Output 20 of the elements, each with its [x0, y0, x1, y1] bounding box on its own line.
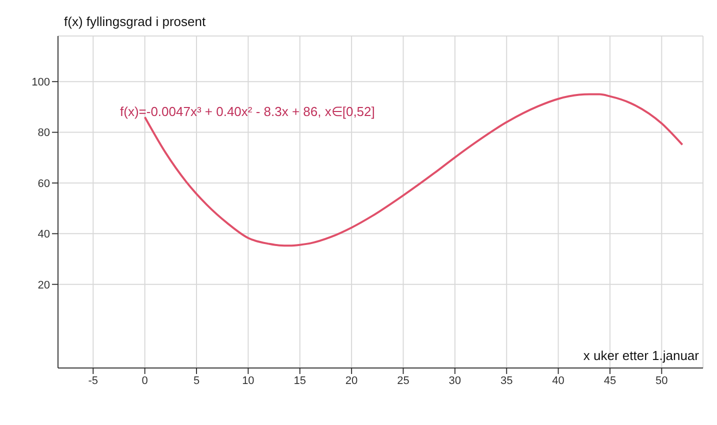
- x-tick-label: 40: [552, 374, 564, 387]
- x-tick-label: 25: [397, 374, 410, 387]
- x-tick-label: -5: [88, 374, 98, 387]
- x-axis-title: x uker etter 1.januar: [583, 348, 699, 363]
- x-tick-label: 20: [345, 374, 358, 387]
- x-tick-label: 5: [193, 374, 200, 387]
- y-tick-label: 100: [32, 76, 50, 89]
- x-tick-label: 45: [604, 374, 616, 387]
- x-tick-label: 50: [656, 374, 668, 387]
- y-tick-label: 60: [38, 178, 50, 190]
- x-tick-label: 15: [294, 374, 306, 387]
- x-tick-label: 35: [500, 374, 513, 387]
- x-tick-label: 10: [242, 374, 254, 387]
- y-axis-title: f(x) fyllingsgrad i prosent: [64, 14, 206, 29]
- x-tick-label: 30: [448, 374, 462, 387]
- annotation: f(x)=-0.0047x³ + 0.40x² - 8.3x + 86, x∈[0,52]: [120, 104, 375, 119]
- y-tick-label: 80: [38, 127, 50, 140]
- x-tick-label: 0: [142, 374, 148, 387]
- y-tick-label: 20: [38, 279, 50, 292]
- y-tick-label: 40: [38, 228, 50, 241]
